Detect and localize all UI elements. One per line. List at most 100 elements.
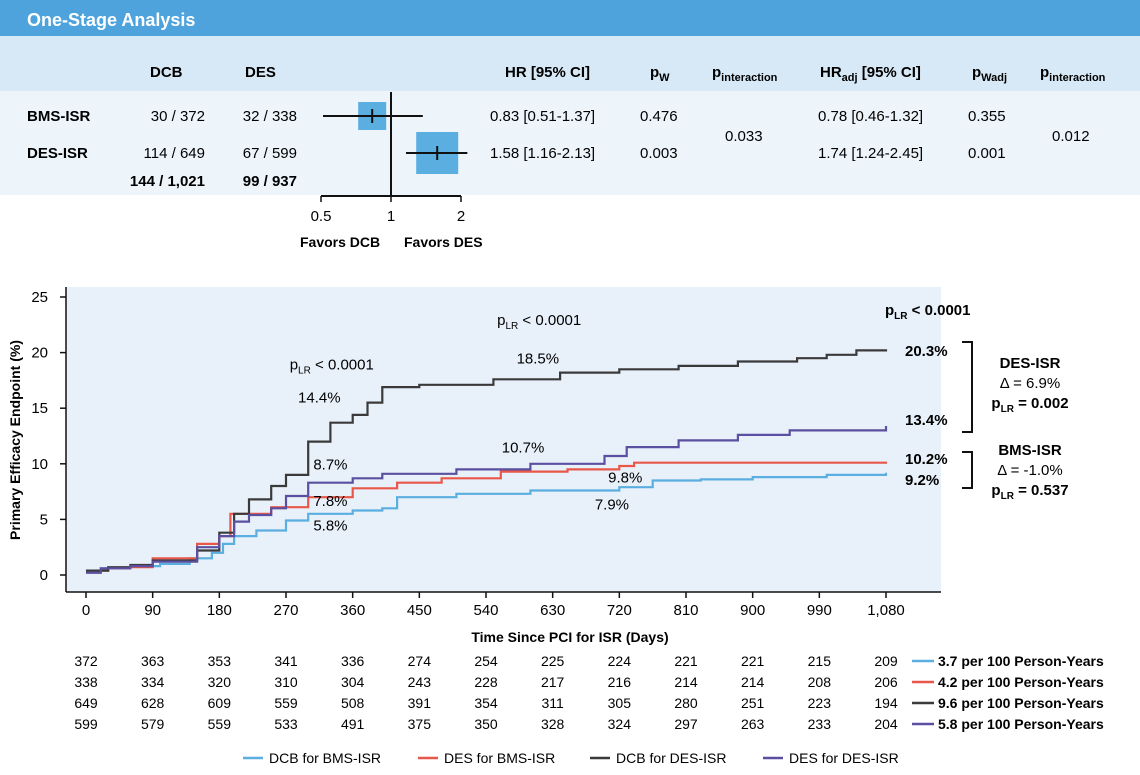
km-x-tick-label: 450: [407, 602, 432, 619]
km-y-tick-label: 5: [40, 511, 48, 528]
km-x-tick-label: 540: [473, 602, 498, 619]
at-risk-value: 208: [808, 674, 832, 690]
des-delta: Δ = 6.9%: [1000, 375, 1060, 392]
row-total-des: 99 / 937: [243, 173, 297, 190]
bms-bottom-value: 9.2%: [905, 472, 939, 489]
at-risk-value: 628: [141, 695, 165, 711]
at-risk-value: 310: [274, 674, 298, 690]
km-annotation: 10.7%: [502, 440, 545, 457]
km-x-tick-label: 630: [540, 602, 565, 619]
p-interaction: 0.033: [725, 128, 763, 145]
legend-label: DES for BMS-ISR: [444, 750, 555, 766]
at-risk-rate: 3.7 per 100 Person-Years: [938, 653, 1104, 669]
legend-label: DCB for BMS-ISR: [269, 750, 381, 766]
km-annotation: 7.8%: [313, 493, 347, 510]
forest-tick-label: 1: [387, 208, 395, 225]
at-risk-rate: 4.2 per 100 Person-Years: [938, 674, 1104, 690]
at-risk-value: 216: [608, 674, 632, 690]
km-series: [86, 349, 888, 574]
at-risk-value: 375: [408, 716, 432, 732]
km-annotation: 5.8%: [313, 518, 347, 535]
at-risk-value: 609: [208, 695, 232, 711]
at-risk-value: 320: [208, 674, 232, 690]
row-total-dcb: 144 / 1,021: [130, 173, 205, 190]
col-des: DES: [245, 64, 276, 81]
forest-tick-label: 2: [457, 208, 465, 225]
col-dcb: DCB: [150, 64, 183, 81]
row-bms-hr: 0.83 [0.51-1.37]: [490, 108, 595, 125]
km-x-tick-label: 180: [207, 602, 232, 619]
at-risk-table: 372 363 353 341 336 274 254 225 224 221 221 215 209 3…: [74, 653, 1104, 732]
at-risk-value: 350: [474, 716, 498, 732]
row-bms-hradj: 0.78 [0.46-1.32]: [818, 108, 923, 125]
des-p: pLR = 0.002: [991, 395, 1068, 415]
p-main: p: [497, 312, 505, 329]
at-risk-value: 338: [74, 674, 98, 690]
at-risk-value: 194: [874, 695, 898, 711]
row-bms-pw: 0.476: [640, 108, 678, 125]
km-x-tick-label: 720: [607, 602, 632, 619]
forest-plot: 0.5 1 2: [311, 92, 468, 225]
bms-p: pLR = 0.537: [991, 482, 1068, 502]
at-risk-value: 508: [341, 695, 365, 711]
legend: DCB for BMS-ISR DES for BMS-ISR DCB for DE…: [243, 750, 899, 766]
km-ylabel: Primary Efficacy Endpoint (%): [7, 340, 23, 540]
at-risk-rate: 5.8 per 100 Person-Years: [938, 716, 1104, 732]
km-x-tick-label: 0: [82, 602, 90, 619]
km-y-tick-label: 10: [31, 456, 48, 473]
km-x-tick-label: 360: [340, 602, 365, 619]
at-risk-value: 221: [674, 653, 698, 669]
des-bracket: [962, 341, 973, 433]
km-annotation: 18.5%: [517, 351, 560, 368]
at-risk-value: 559: [274, 695, 298, 711]
legend-label: DES for DES-ISR: [789, 750, 899, 766]
km-p-label: pLR < 0.0001: [290, 356, 374, 376]
p-overall: pLR < 0.0001: [885, 302, 971, 322]
at-risk-value: 305: [608, 695, 632, 711]
at-risk-value: 328: [541, 716, 565, 732]
col-hradj: HRadj [95% CI]: [820, 64, 921, 84]
km-annotation: 14.4%: [298, 390, 341, 407]
p-rest: < 0.0001: [311, 356, 374, 373]
favors-dcb: Favors DCB: [300, 234, 380, 250]
km-y-tick-label: 25: [31, 289, 48, 306]
des-group-label: DES-ISR: [1000, 355, 1061, 372]
km-annotation: 7.9%: [595, 496, 629, 513]
col-pinteraction-adj: pinteraction: [1040, 64, 1106, 84]
km-x-tick-label: 270: [273, 602, 298, 619]
km-y-tick-label: 20: [31, 345, 48, 362]
km-y-tick-label: 0: [40, 567, 48, 584]
row-des-pwadj: 0.001: [968, 145, 1006, 162]
km-x-tick-label: 990: [807, 602, 832, 619]
at-risk-value: 209: [874, 653, 898, 669]
forest-tick-label: 0.5: [311, 208, 332, 225]
km-annotation: 9.8%: [608, 470, 642, 487]
at-risk-value: 280: [674, 695, 698, 711]
des-top-value: 20.3%: [905, 343, 948, 360]
bms-top-value: 10.2%: [905, 451, 948, 468]
at-risk-value: 353: [208, 653, 232, 669]
p-main: p: [290, 356, 298, 373]
forest-column-headers: DCB DES HR [95% CI] pW pinteraction HRad…: [150, 64, 1106, 84]
at-risk-value: 243: [408, 674, 432, 690]
at-risk-value: 233: [808, 716, 832, 732]
at-risk-value: 214: [674, 674, 698, 690]
row-des-dcb: 114 / 649: [144, 145, 205, 162]
at-risk-value: 215: [808, 653, 832, 669]
col-hr: HR [95% CI]: [505, 64, 590, 81]
at-risk-value: 204: [874, 716, 898, 732]
at-risk-value: 206: [874, 674, 898, 690]
km-y-tick-label: 15: [31, 400, 48, 417]
at-risk-value: 217: [541, 674, 565, 690]
km-axes: 0 5 10 15 20 25 0 90 180 270 360 450 540 630 720 810 900…: [31, 287, 941, 619]
at-risk-value: 334: [141, 674, 165, 690]
at-risk-value: 336: [341, 653, 365, 669]
km-xlabel: Time Since PCI for ISR (Days): [471, 629, 668, 645]
km-right-labels: pLR < 0.0001 20.3% 13.4% 10.2% 9.2% DES-…: [885, 302, 1069, 502]
forest-body: [0, 91, 1140, 195]
km-x-tick-label: 810: [673, 602, 698, 619]
at-risk-value: 223: [808, 695, 832, 711]
at-risk-value: 649: [74, 695, 98, 711]
forest-title: One-Stage Analysis: [27, 10, 195, 30]
